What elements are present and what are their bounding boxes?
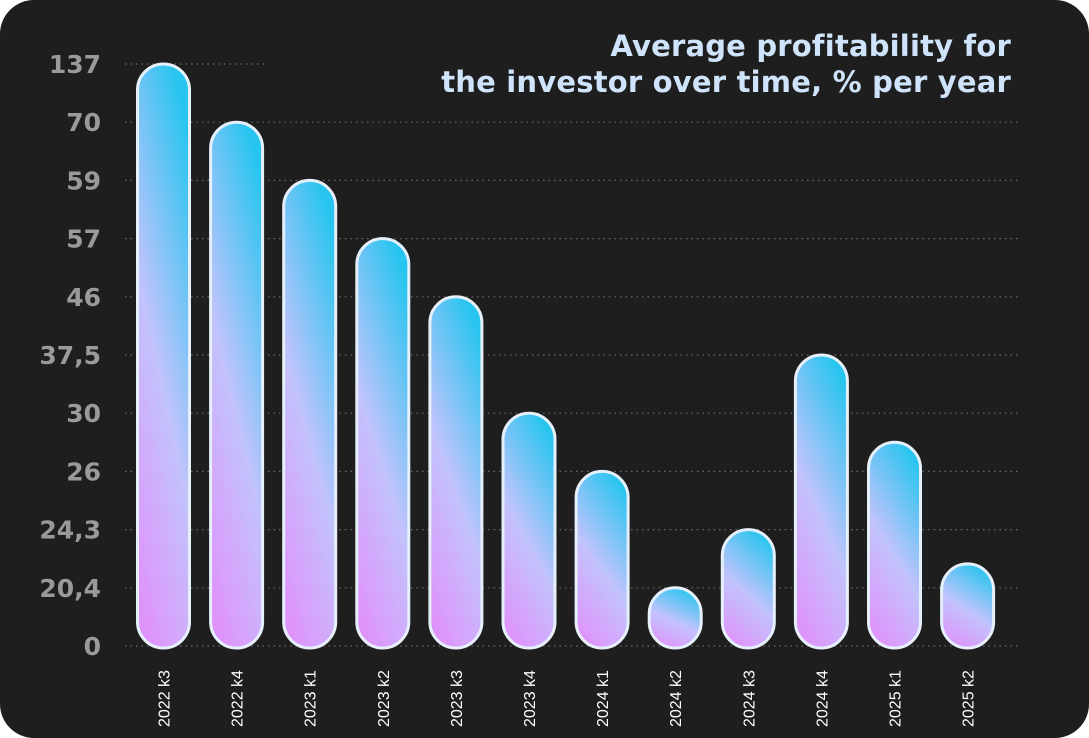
y-axis-ticks: 0 20,4 24,3 26 30 37,5 46 57 59 70 137 — [39, 50, 101, 661]
y-tick-label: 57 — [66, 225, 101, 254]
y-tick-label: 20,4 — [39, 574, 101, 603]
bars — [136, 62, 996, 650]
y-tick-label: 26 — [66, 457, 101, 486]
x-tick-label: 2023 k3 — [449, 670, 466, 727]
x-tick-label: 2023 k1 — [303, 670, 320, 727]
bar-2024-k1 — [574, 469, 630, 650]
y-tick-label: 59 — [66, 166, 101, 195]
y-tick-label: 70 — [66, 108, 101, 137]
x-tick-label: 2023 k2 — [376, 670, 393, 727]
bar-2023-k1 — [282, 178, 338, 650]
x-tick-label: 2024 k3 — [741, 670, 758, 727]
y-tick-label: 24,3 — [39, 516, 101, 545]
bar-2024-k4 — [793, 353, 849, 650]
x-tick-label: 2024 k4 — [814, 670, 831, 727]
y-tick-label: 137 — [49, 50, 101, 79]
bar-2022-k4 — [209, 120, 265, 650]
bar-2024-k3 — [720, 528, 776, 650]
bar-2025-k2 — [940, 562, 996, 650]
bar-2023-k4 — [501, 411, 557, 650]
bar-2023-k3 — [428, 295, 484, 650]
bar-2024-k2 — [647, 586, 703, 650]
x-tick-label: 2025 k1 — [888, 670, 905, 727]
y-tick-label: 37,5 — [39, 341, 101, 370]
chart-title-line-1: Average profitability for — [610, 29, 1011, 63]
bar-2022-k3 — [136, 62, 191, 650]
grid-lines — [125, 63, 1018, 647]
x-tick-label: 2024 k1 — [595, 670, 612, 727]
x-tick-label: 2022 k4 — [230, 670, 247, 727]
y-tick-label: 46 — [66, 283, 101, 312]
x-tick-label: 2024 k2 — [668, 670, 685, 727]
x-axis-ticks: 2022 k3 2022 k4 2023 k1 2023 k2 2023 k3 2023 … — [157, 670, 978, 727]
x-tick-label: 2023 k4 — [522, 670, 539, 727]
chart-title-line-2: the investor over time, % per year — [441, 65, 1011, 99]
bar-2023-k2 — [355, 237, 411, 650]
y-tick-label: 30 — [66, 399, 101, 428]
x-tick-label: 2022 k3 — [157, 670, 174, 727]
x-tick-label: 2025 k2 — [961, 670, 978, 727]
chart-title: Average profitability for the investor o… — [441, 28, 1011, 100]
bar-2025-k1 — [867, 440, 922, 650]
y-tick-label: 0 — [84, 632, 101, 661]
